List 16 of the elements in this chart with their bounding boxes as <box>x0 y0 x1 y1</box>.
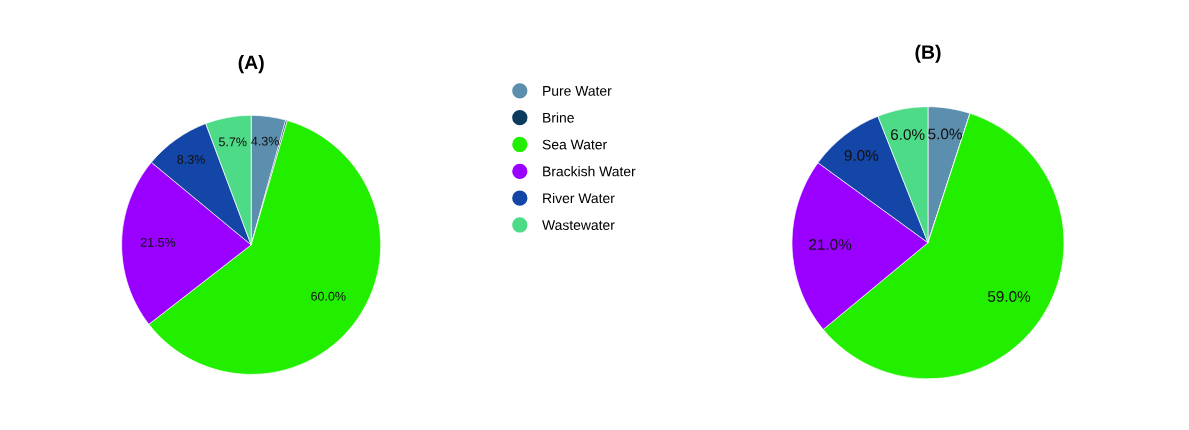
chart-title: (B) <box>915 44 941 63</box>
data-label: 6.0% <box>890 129 925 140</box>
data-label: 21.0% <box>809 239 852 250</box>
chart-title: (A) <box>238 55 264 74</box>
data-label: 21.5% <box>140 237 176 247</box>
data-label: 60.0% <box>311 291 346 301</box>
legend-label: Brine <box>543 112 574 123</box>
legend-label: Wastewater <box>542 220 615 230</box>
legend-label: Brackish Water <box>543 166 636 177</box>
legend-label: Pure Water <box>543 86 612 96</box>
data-label: 59.0% <box>987 291 1031 302</box>
legend-label: Sea Water <box>542 139 607 150</box>
data-label: 8.3% <box>177 154 205 164</box>
legend-label: River Water <box>543 192 615 204</box>
data-label: 5.7% <box>218 137 247 147</box>
data-label: 9.0% <box>844 150 879 161</box>
